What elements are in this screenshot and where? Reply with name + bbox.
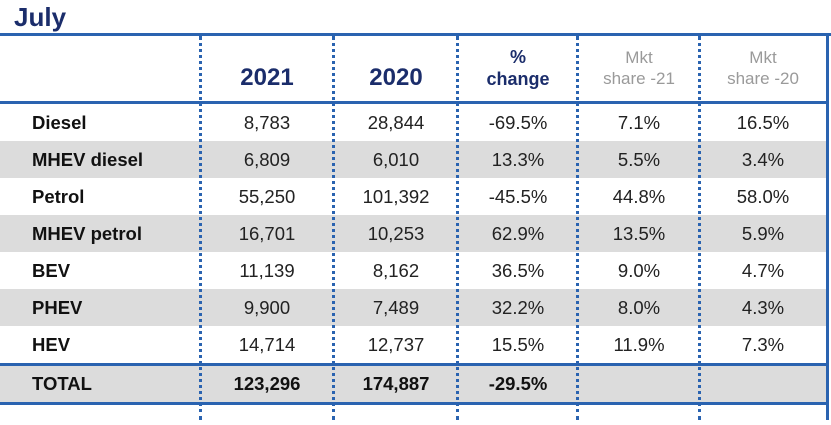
value-pct-change: -69.5% (488, 111, 548, 133)
table-title: July (14, 2, 67, 32)
value-mkt-share-21: 5.5% (617, 148, 661, 170)
header-mkt-share-21: Mkt share -21 (578, 36, 700, 101)
value-mkt-share-20: 3.4% (741, 148, 785, 170)
value-mkt-share-20: 4.7% (741, 259, 785, 281)
value-2021: 123,296 (233, 373, 301, 394)
value-mkt-share-21: 13.5% (612, 222, 666, 244)
value-2020: 7,489 (372, 296, 420, 318)
value-mkt-share-21: 7.1% (617, 111, 661, 133)
column-divider (199, 36, 202, 420)
value-mkt-share-20: 7.3% (741, 333, 785, 355)
header-mkt20-line1: Mkt (749, 48, 777, 68)
value-2020: 101,392 (362, 185, 430, 207)
header-2020: 2020 (369, 64, 423, 92)
top-rule (0, 33, 831, 36)
value-mkt-share-21: 44.8% (612, 185, 666, 207)
row-label: Diesel (32, 111, 87, 133)
table-row: PHEV 9,900 7,489 32.2% 8.0% 4.3% (0, 289, 826, 326)
table-row: MHEV diesel 6,809 6,010 13.3% 5.5% 3.4% (0, 141, 826, 178)
header-mkt21-line2: share -21 (603, 68, 675, 88)
table-row: BEV 11,139 8,162 36.5% 9.0% 4.7% (0, 252, 826, 289)
value-mkt-share-20: 4.3% (741, 296, 785, 318)
value-mkt-share-20: 16.5% (736, 111, 790, 133)
header-pct-line1: % (509, 46, 526, 67)
header-mkt20-line2: share -20 (727, 68, 799, 88)
column-divider (698, 36, 701, 420)
column-divider (456, 36, 459, 420)
header-pct-change: % change (458, 36, 578, 101)
row-label: MHEV petrol (32, 222, 142, 244)
value-2021: 6,809 (243, 148, 291, 170)
value-2021: 14,714 (238, 333, 296, 355)
header-row: 2021 2020 % change Mkt share -21 Mkt share … (0, 36, 826, 104)
header-pct-line2: change (486, 68, 550, 89)
data-table: 2021 2020 % change Mkt share -21 Mkt share … (0, 36, 826, 405)
total-row: TOTAL 123,296 174,887 -29.5% (0, 363, 826, 405)
value-mkt-share-20: 5.9% (741, 222, 785, 244)
row-label: TOTAL (32, 373, 92, 394)
value-2021: 11,139 (239, 259, 295, 281)
column-divider (332, 36, 335, 420)
value-2020: 12,737 (367, 333, 425, 355)
value-2020: 8,162 (372, 259, 420, 281)
table-row: Diesel 8,783 28,844 -69.5% 7.1% 16.5% (0, 104, 826, 141)
value-mkt-share-21: 11.9% (613, 333, 665, 355)
value-mkt-share-21: 8.0% (617, 296, 661, 318)
value-2020: 174,887 (362, 373, 430, 394)
value-2020: 28,844 (367, 111, 425, 133)
table-row: Petrol 55,250 101,392 -45.5% 44.8% 58.0% (0, 178, 826, 215)
value-pct-change: 62.9% (491, 222, 545, 244)
table-row: MHEV petrol 16,701 10,253 62.9% 13.5% 5.9% (0, 215, 826, 252)
header-blank (12, 36, 200, 101)
column-divider (576, 36, 579, 420)
table-row: HEV 14,714 12,737 15.5% 11.9% 7.3% (0, 326, 826, 363)
value-mkt-share-21 (578, 366, 700, 402)
value-2021: 9,900 (243, 296, 291, 318)
row-label: PHEV (32, 296, 83, 318)
value-pct-change: -29.5% (488, 373, 548, 394)
value-mkt-share-20: 58.0% (736, 185, 790, 207)
right-rule (826, 33, 829, 420)
table-body: Diesel 8,783 28,844 -69.5% 7.1% 16.5% MHEV die… (0, 104, 826, 405)
value-pct-change: 36.5% (491, 259, 545, 281)
value-2020: 10,253 (367, 222, 425, 244)
value-2021: 55,250 (238, 185, 296, 207)
header-mkt-share-20: Mkt share -20 (700, 36, 826, 101)
header-mkt21-line1: Mkt (625, 48, 653, 68)
value-2020: 6,010 (372, 148, 420, 170)
value-pct-change: 32.2% (491, 296, 545, 318)
value-2021: 16,701 (238, 222, 296, 244)
row-label: MHEV diesel (32, 148, 144, 170)
row-label: BEV (32, 259, 71, 281)
value-mkt-share-20 (700, 366, 826, 402)
header-2021: 2021 (240, 64, 294, 92)
row-label: Petrol (32, 185, 85, 207)
value-pct-change: 13.3% (491, 148, 545, 170)
value-pct-change: 15.5% (491, 333, 545, 355)
value-pct-change: -45.5% (488, 185, 548, 207)
value-mkt-share-21: 9.0% (617, 259, 661, 281)
row-label: HEV (32, 333, 71, 355)
value-2021: 8,783 (243, 111, 291, 133)
